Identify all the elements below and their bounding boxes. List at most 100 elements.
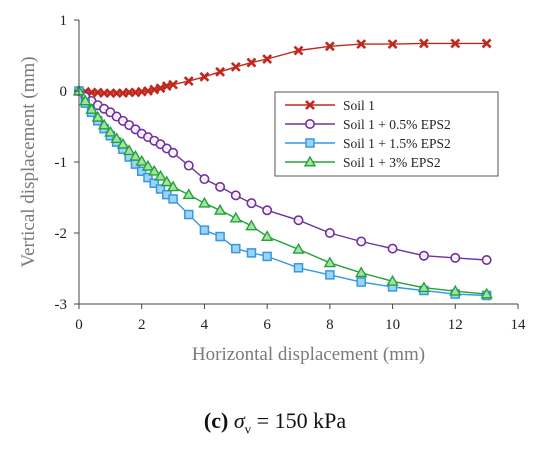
data-point — [324, 41, 335, 52]
data-point — [166, 180, 180, 192]
legend-marker — [305, 100, 315, 110]
marker-stroke — [262, 54, 273, 64]
data-point — [183, 160, 194, 171]
data-point — [213, 203, 227, 215]
x-tick-label: 4 — [201, 317, 209, 333]
data-point — [356, 236, 367, 247]
data-point — [246, 248, 257, 258]
data-point — [293, 215, 304, 226]
marker-stroke — [387, 39, 398, 50]
data-point — [324, 228, 335, 239]
legend-marker — [305, 138, 315, 148]
data-point — [79, 94, 92, 106]
marker-stroke — [305, 100, 315, 110]
data-point — [168, 194, 178, 204]
data-point — [168, 79, 178, 90]
data-point — [199, 71, 210, 82]
data-point — [155, 184, 166, 194]
data-point — [135, 154, 148, 166]
data-point — [160, 175, 174, 187]
data-point — [325, 270, 335, 280]
caption-subscript: v — [244, 421, 252, 437]
legend-label: Soil 1 + 1.5% EPS2 — [343, 136, 451, 151]
data-point — [450, 252, 461, 263]
data-point — [141, 159, 155, 171]
data-point — [136, 166, 147, 176]
marker-stroke — [149, 84, 160, 95]
data-point — [183, 76, 194, 86]
y-tick-label: -2 — [55, 226, 68, 242]
marker-stroke — [168, 79, 178, 90]
legend-label: Soil 1 + 3% EPS2 — [343, 155, 441, 170]
y-tick-label: -1 — [55, 155, 68, 171]
x-tick-label: 14 — [511, 317, 527, 333]
data-point — [85, 103, 98, 114]
legend-marker — [303, 155, 317, 167]
legend-entry: Soil 1 + 0.5% EPS2 — [285, 117, 451, 132]
data-point — [262, 54, 273, 64]
data-point — [260, 230, 274, 242]
marker-stroke — [199, 71, 210, 82]
data-point — [116, 137, 130, 149]
legend: Soil 1 Soil 1 + 0.5% EPS2 Soil 1 + 1.5% EP… — [274, 91, 499, 177]
y-tick-label: 1 — [60, 13, 68, 29]
y-tick-label: 0 — [60, 84, 68, 100]
data-point — [386, 274, 399, 286]
marker-stroke — [324, 41, 335, 52]
marker-stroke — [419, 38, 429, 49]
x-tick-label: 10 — [385, 317, 400, 333]
x-axis-title: Horizontal displacement (mm) — [192, 344, 425, 365]
data-point — [245, 219, 258, 231]
data-point — [387, 39, 398, 50]
figure-caption: (c) σv = 150 kPa — [0, 408, 550, 437]
data-point — [184, 209, 194, 220]
plot-area — [72, 38, 493, 301]
data-point — [387, 243, 398, 254]
data-point — [449, 284, 462, 296]
marker-stroke — [143, 86, 153, 96]
data-point — [293, 45, 304, 56]
data-point — [356, 39, 367, 50]
marker-stroke — [215, 66, 226, 77]
data-point — [231, 243, 241, 254]
data-point — [97, 118, 111, 130]
data-point — [246, 57, 257, 68]
data-point — [481, 38, 492, 49]
marker-stroke — [183, 76, 194, 86]
x-tick-label: 12 — [448, 317, 463, 333]
data-point — [154, 169, 167, 181]
data-point — [91, 110, 105, 122]
data-point — [168, 147, 179, 158]
data-point — [143, 172, 153, 183]
data-point — [148, 164, 161, 176]
legend-label: Soil 1 — [343, 98, 375, 113]
legend-entry: Soil 1 + 3% EPS2 — [285, 155, 441, 170]
y-axis-title: Vertical displacement (mm) — [18, 56, 39, 267]
data-point — [356, 277, 366, 287]
legend-marker — [304, 119, 315, 130]
data-point — [199, 225, 210, 235]
data-point — [481, 254, 492, 265]
data-point — [182, 188, 195, 200]
series-line — [78, 42, 487, 94]
data-point — [450, 38, 461, 49]
data-point — [110, 132, 123, 144]
y-tick-label: -3 — [55, 297, 68, 313]
legend-entry: Soil 1 + 1.5% EPS2 — [285, 136, 451, 151]
x-tick-label: 0 — [75, 317, 83, 333]
marker-stroke — [356, 39, 367, 50]
data-point — [122, 144, 136, 156]
legend-entry: Soil 1 — [285, 98, 375, 113]
data-point — [104, 125, 117, 137]
data-point — [292, 242, 305, 254]
x-tick-label: 6 — [263, 317, 271, 333]
marker-stroke — [230, 61, 241, 72]
series-1 — [74, 38, 492, 99]
data-point — [262, 251, 272, 262]
data-point — [198, 196, 211, 208]
marker-stroke — [155, 83, 166, 94]
data-point — [355, 266, 368, 278]
data-point — [480, 287, 493, 299]
caption-symbol: σ — [233, 408, 245, 433]
